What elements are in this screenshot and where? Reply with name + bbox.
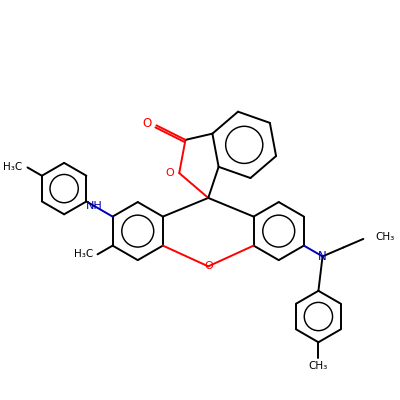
Text: O: O [166,168,174,178]
Text: CH₃: CH₃ [309,361,328,371]
Text: O: O [204,261,213,271]
Text: NH: NH [86,201,102,211]
Text: H₃C: H₃C [74,249,93,259]
Text: CH₃: CH₃ [375,232,394,242]
Text: H₃C: H₃C [3,162,22,172]
Text: N: N [318,250,327,263]
Text: O: O [143,117,152,130]
